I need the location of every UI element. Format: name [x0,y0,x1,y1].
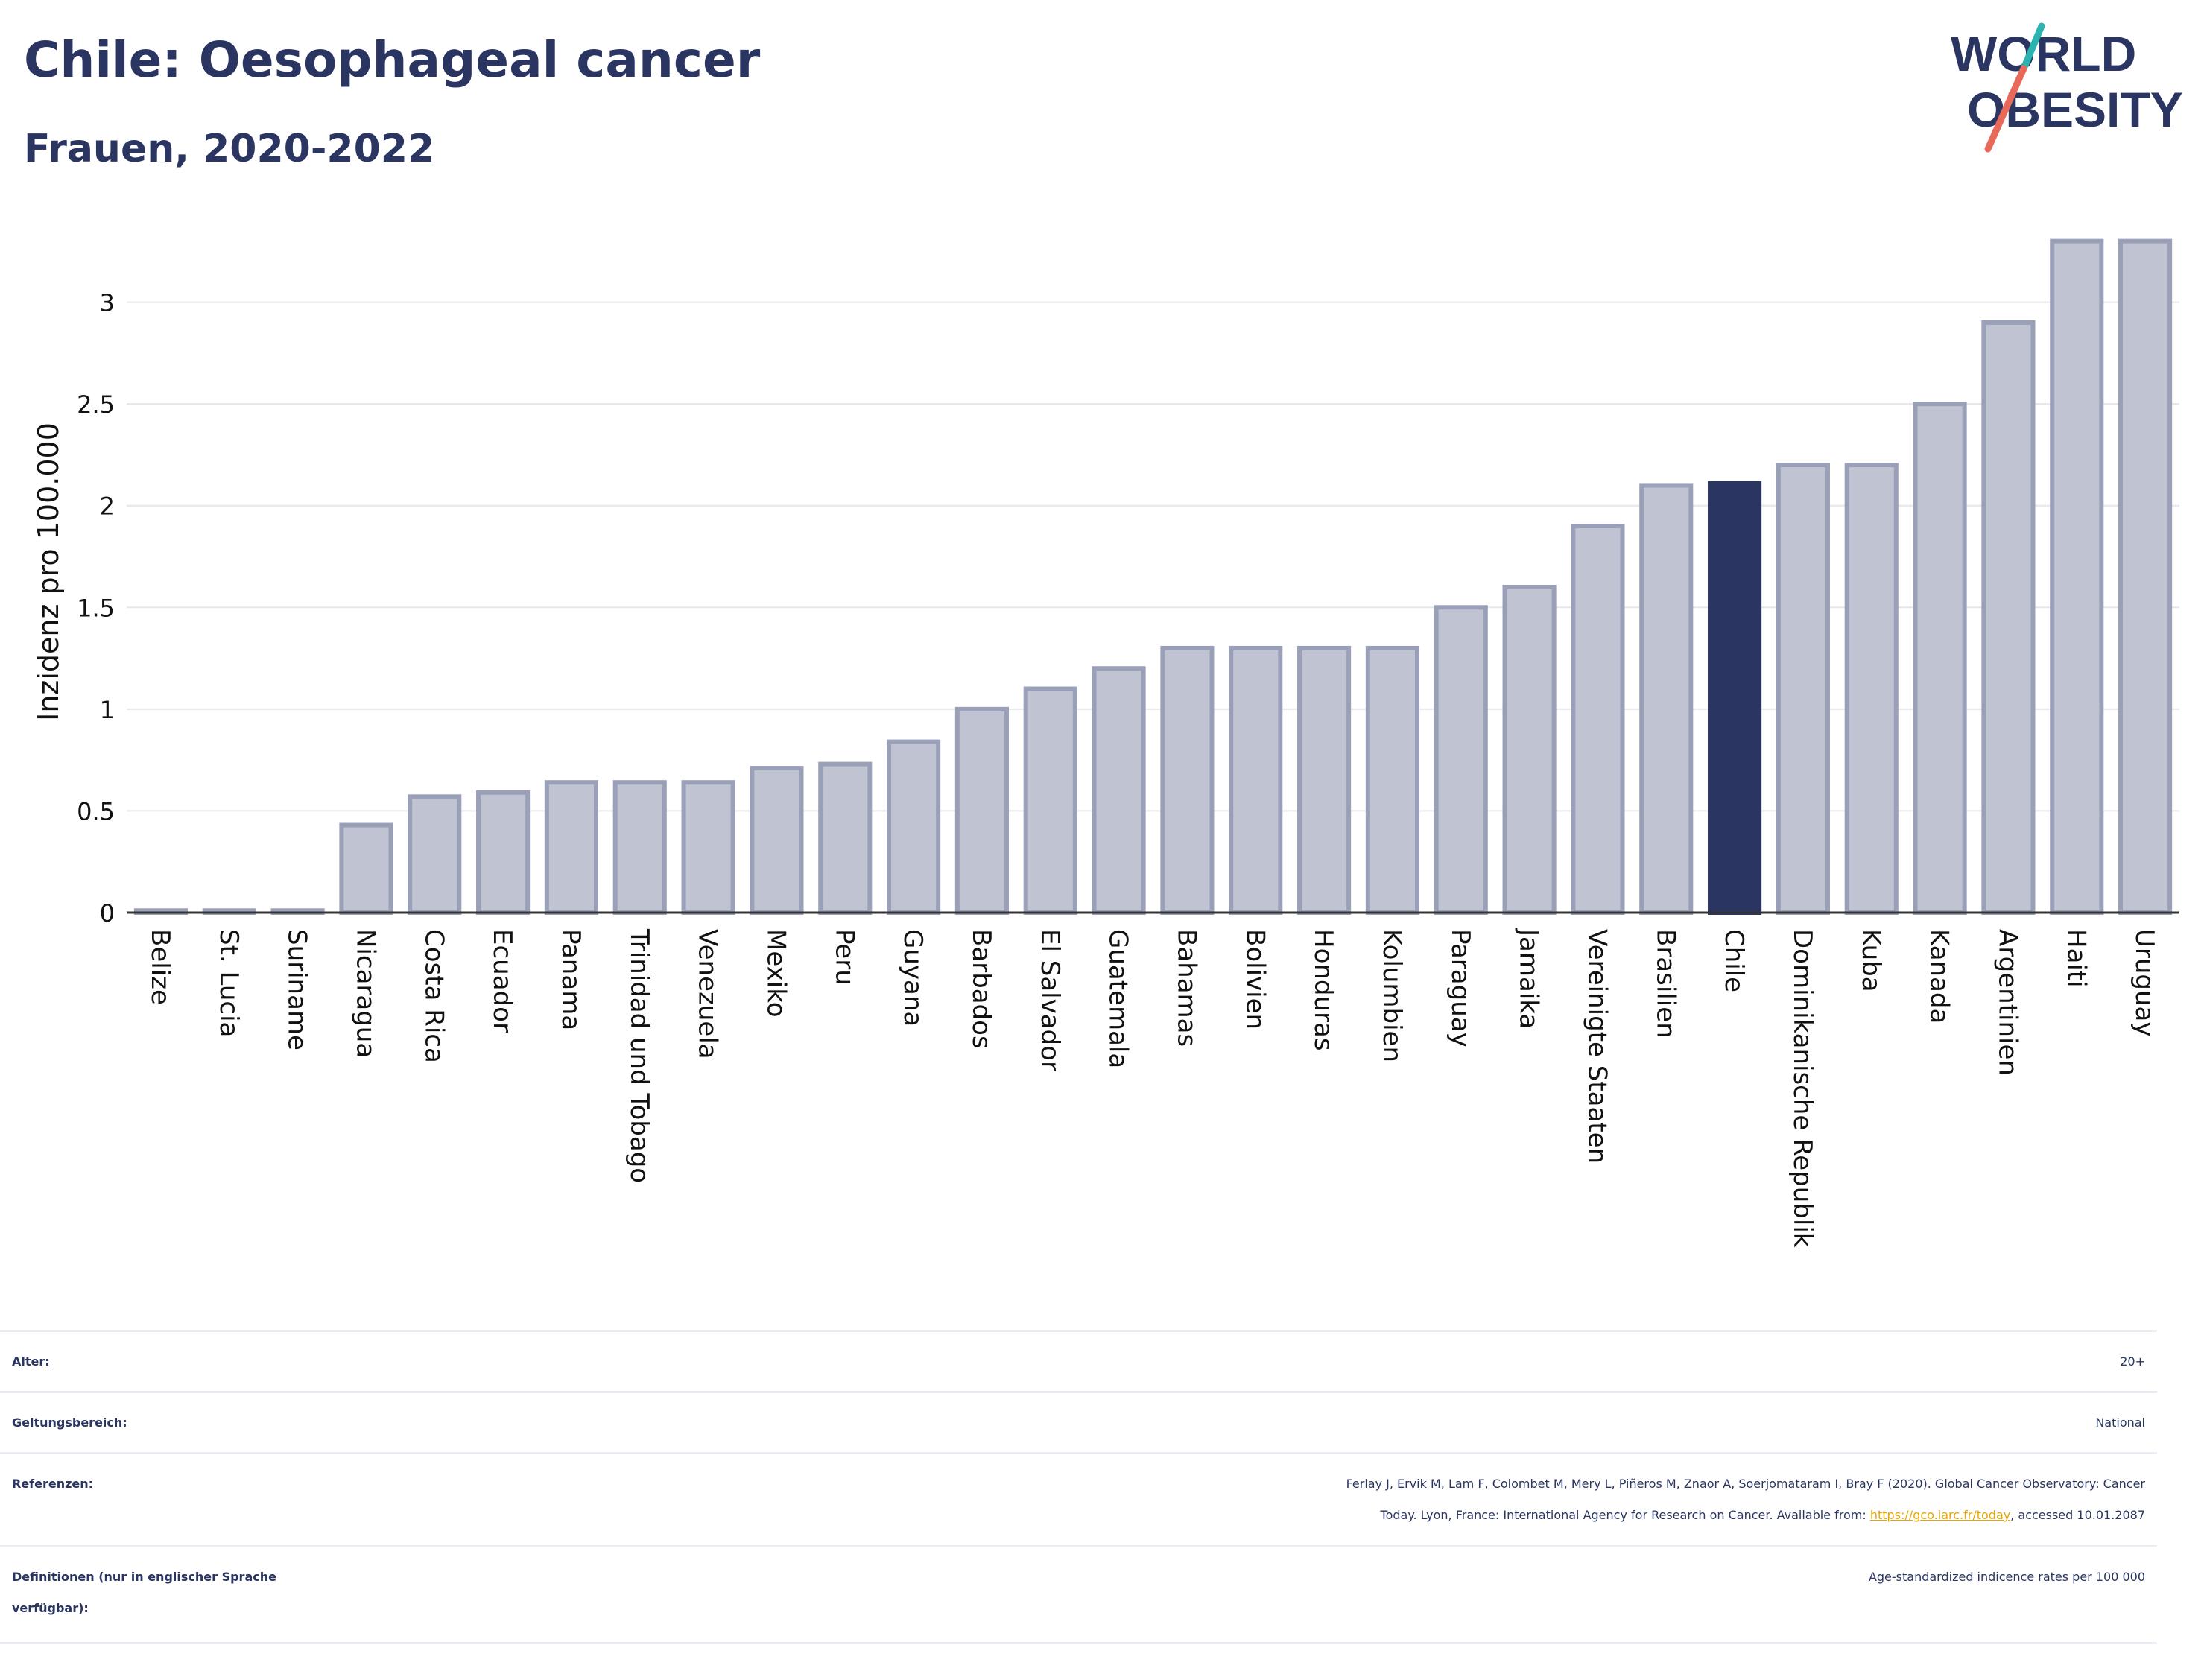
x-tick-label: Belize [145,929,175,1005]
x-tick-label: El Salvador [1035,929,1065,1071]
x-tick-label: Venezuela [693,929,723,1059]
bar [544,780,598,915]
logo-slash-teal [2020,22,2045,72]
bar [1160,645,1215,915]
bar [1844,463,1899,915]
x-tick-label: Panama [556,929,586,1030]
x-tick-label: Kolumbien [1377,929,1407,1062]
bar [954,706,1009,915]
x-tick-label: Kuba [1856,929,1886,992]
y-tick-label: 1 [100,696,115,724]
meta-key-age: Alter: [12,1354,50,1369]
bar [2118,238,2173,915]
meta-value-definitions: Age-standardized indicence rates per 100… [1868,1570,2145,1584]
bar [1229,645,1283,915]
bar [408,794,462,915]
bar [818,761,873,915]
logo-slash-red [1984,65,2027,153]
bar [2050,238,2104,915]
bar [681,780,735,915]
x-tick-label: Guyana [898,929,928,1027]
meta-value-age: 20+ [2120,1354,2145,1369]
bar [476,790,531,916]
bar [1639,483,1694,915]
y-tick-label: 0 [100,899,115,928]
logo-line1: WORLD [1951,26,2136,81]
x-tick-label: Suriname [282,929,312,1050]
world-obesity-logo: WORLD OBESITY [1951,22,2183,153]
x-tick-label: Costa Rica [419,929,449,1063]
y-tick-label: 1.5 [77,594,115,622]
x-tick-label: Mexiko [761,929,791,1018]
meta-row-references: Referenzen: Ferlay J, Ervik M, Lam F, Co… [0,1452,2157,1547]
x-tick-label: Jamaika [1514,928,1544,1029]
x-tick-label: Honduras [1308,929,1338,1051]
x-tick-label: Brasilien [1650,929,1680,1039]
bar [1981,320,2036,915]
meta-value-references-line1: Ferlay J, Ervik M, Lam F, Colombet M, Me… [1346,1477,2145,1491]
bar [1023,686,1077,915]
x-tick-label: Vereinigte Staaten [1582,929,1612,1164]
bar [887,739,941,915]
meta-key-references: Referenzen: [12,1477,94,1491]
y-tick-label: 2.5 [77,390,115,419]
meta-value-scope: National [2095,1416,2145,1430]
meta-key-definitions-line2: verfügbar): [12,1601,89,1615]
bar [612,780,667,915]
bar [1297,645,1352,915]
bar-chart: 0 0.5 1 1.5 2 2.5 3 Inzidenz pro 100.000 Belize S… [32,238,2179,1248]
x-tick-label: St. Lucia [214,929,244,1037]
x-tick-label: Uruguay [2129,929,2159,1037]
y-axis-label: Inzidenz pro 100.000 [32,422,65,721]
x-tick-label: Dominikanische Republik [1787,929,1817,1248]
bar [1571,524,1625,915]
chart-title: Chile: Oesophageal cancer [24,31,761,89]
meta-row-scope: Geltungsbereich: National [0,1391,2157,1454]
meta-value-references-line2: Today. Lyon, France: International Agenc… [1380,1508,2145,1522]
x-tick-label: Barbados [966,929,996,1049]
x-tick-label: Nicaragua [350,929,380,1058]
x-tick-label: Paraguay [1445,929,1475,1047]
x-tick-label: Ecuador [487,929,517,1033]
x-tick-label: Bolivien [1240,929,1270,1030]
x-tick-label: Peru [829,929,859,986]
x-tick-label: Trinidad und Tobago [624,928,654,1183]
bar [339,822,393,916]
bar [1708,481,1762,915]
bar [1434,605,1488,916]
x-tick-label: Kanada [1925,929,1954,1024]
x-tick-label: Chile [1719,929,1749,992]
bar [750,766,804,916]
y-tick-label: 2 [100,492,115,521]
y-tick-label: 0.5 [77,797,115,825]
reference-link[interactable]: https://gco.iarc.fr/today [1869,1508,2011,1522]
bar [1365,645,1419,915]
chart-subtitle: Frauen, 2020-2022 [24,127,435,171]
x-tick-label: Haiti [2061,929,2091,988]
bar [1776,463,1830,915]
meta-key-definitions-line1: Definitionen (nur in englischer Sprache [12,1570,276,1584]
bar [1092,666,1146,916]
y-tick-label: 3 [100,289,115,317]
meta-row-age: Alter: 20+ [0,1330,2157,1393]
x-tick-label: Bahamas [1171,929,1201,1047]
meta-key-scope: Geltungsbereich: [12,1416,127,1430]
bar [1502,584,1557,915]
x-tick-label: Argentinien [1992,929,2022,1076]
x-tick-label: Guatemala [1103,929,1133,1068]
meta-row-definitions: Definitionen (nur in englischer Sprache … [0,1545,2157,1644]
bar [1913,402,1967,915]
